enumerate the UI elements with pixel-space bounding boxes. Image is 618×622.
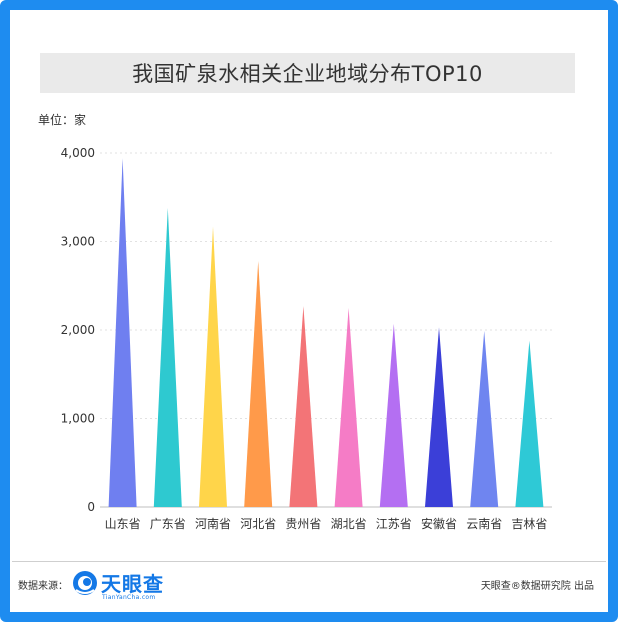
bar-mark xyxy=(108,158,137,507)
bar-mark xyxy=(153,207,182,507)
x-category-label: 广东省 xyxy=(150,517,186,531)
logo-text: 天眼查 xyxy=(101,572,164,596)
x-category-label: 山东省 xyxy=(105,517,141,531)
unit-label: 单位：家 xyxy=(38,113,87,127)
bar-mark xyxy=(334,307,363,507)
x-category-label: 江苏省 xyxy=(376,517,412,531)
footer-divider xyxy=(12,561,606,562)
bar-mark xyxy=(289,306,318,507)
y-tick-label: 1,000 xyxy=(61,412,95,426)
x-category-label: 河北省 xyxy=(240,517,276,531)
y-tick-label: 4,000 xyxy=(61,146,95,160)
bar-mark xyxy=(470,330,499,507)
y-tick-label: 3,000 xyxy=(61,235,95,249)
chart-title: 我国矿泉水相关企业地域分布TOP10 xyxy=(132,62,483,86)
bar-mark xyxy=(379,323,408,507)
bar-mark xyxy=(244,260,273,507)
x-category-label: 云南省 xyxy=(466,516,502,531)
logo-mark-icon xyxy=(73,571,97,595)
y-tick-label: 0 xyxy=(87,500,95,514)
x-category-label: 安徽省 xyxy=(421,516,457,531)
x-category-label: 吉林省 xyxy=(511,517,547,531)
x-category-label: 河南省 xyxy=(195,516,231,531)
bar-mark xyxy=(425,327,453,507)
x-category-label: 贵州省 xyxy=(285,517,321,531)
x-category-label: 湖北省 xyxy=(331,516,367,531)
logo-subtext: TianYanCha.com xyxy=(102,594,156,601)
y-tick-label: 2,000 xyxy=(61,323,95,337)
title-bar: 我国矿泉水相关企业地域分布TOP10 xyxy=(40,53,575,93)
bar-mark xyxy=(515,340,544,507)
tianyancha-logo: 天眼查 TianYanCha.com xyxy=(72,566,182,604)
source-label: 数据来源： xyxy=(18,581,68,592)
bar-mark xyxy=(199,226,227,507)
publisher-credit: 天眼查®数据研究院 出品 xyxy=(480,581,594,592)
